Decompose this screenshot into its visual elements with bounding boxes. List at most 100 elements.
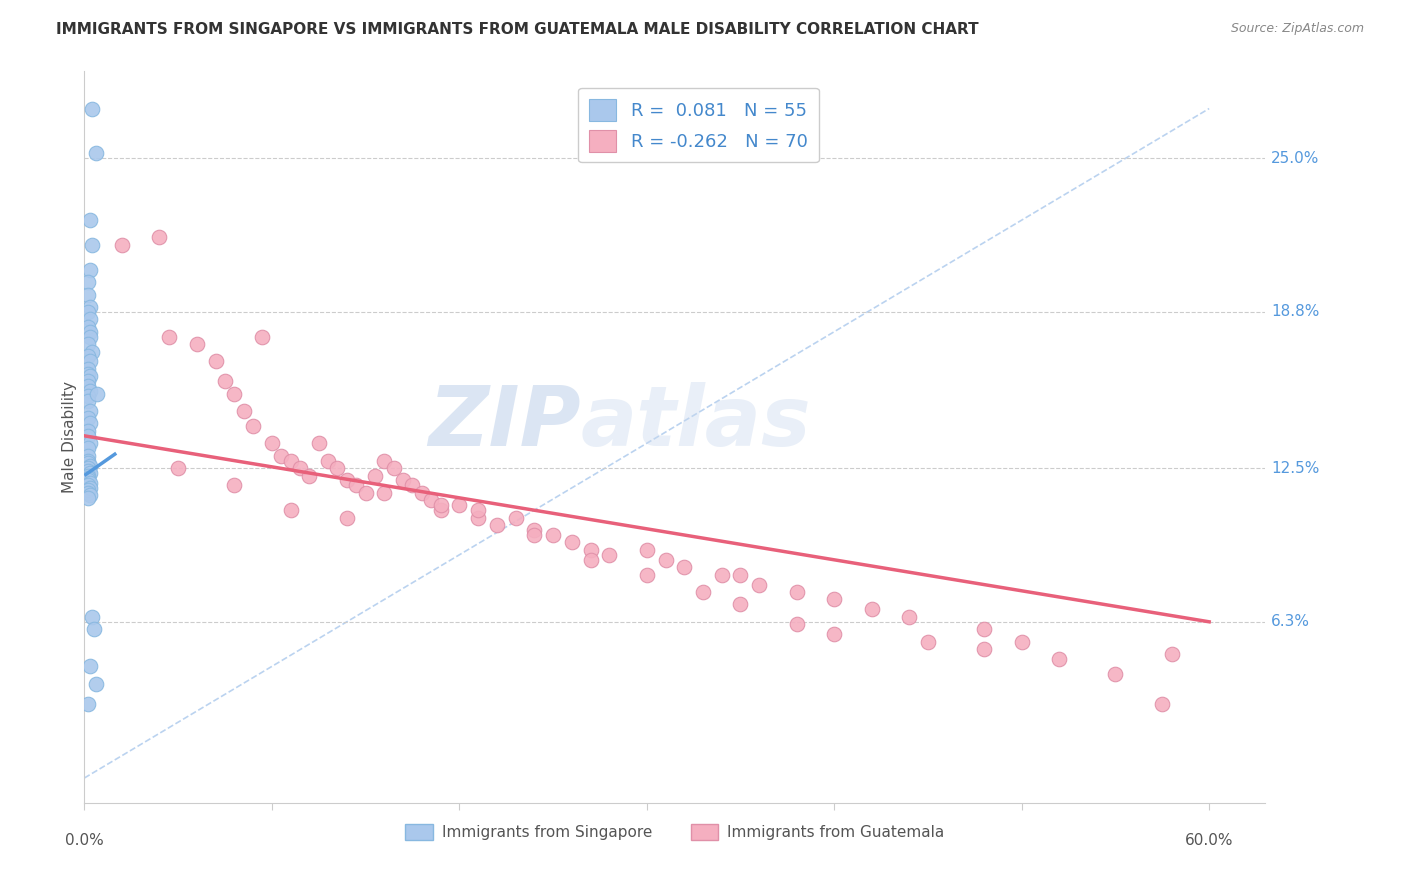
Point <box>730 567 752 582</box>
Point <box>1011 634 1033 648</box>
Point <box>77 287 100 301</box>
Point <box>77 471 100 485</box>
Point <box>79 458 101 473</box>
Point <box>80 238 103 252</box>
Point <box>111 238 134 252</box>
Y-axis label: Male Disability: Male Disability <box>62 381 77 493</box>
Point <box>77 319 100 334</box>
Point <box>77 453 100 467</box>
Point <box>79 384 101 399</box>
Point <box>77 461 100 475</box>
Point <box>79 325 101 339</box>
Point <box>77 337 100 351</box>
Point <box>449 498 471 512</box>
Point <box>1160 647 1182 661</box>
Point <box>298 468 321 483</box>
Point <box>79 436 101 450</box>
Point <box>204 354 226 368</box>
Point <box>467 510 489 524</box>
Point <box>692 585 714 599</box>
Text: 6.3%: 6.3% <box>1271 615 1310 629</box>
Point <box>429 503 451 517</box>
Point <box>401 478 423 492</box>
Point <box>77 449 100 463</box>
Point <box>270 449 292 463</box>
Point <box>280 503 302 517</box>
Text: 0.0%: 0.0% <box>65 832 104 847</box>
Point <box>505 510 527 524</box>
Point <box>336 510 359 524</box>
Point <box>786 617 808 632</box>
Point <box>373 486 395 500</box>
Point <box>420 493 443 508</box>
Point <box>467 503 489 517</box>
Point <box>373 453 395 467</box>
Point <box>80 610 103 624</box>
Point <box>79 466 101 480</box>
Point <box>77 456 100 470</box>
Point <box>77 374 100 388</box>
Text: 18.8%: 18.8% <box>1271 304 1319 319</box>
Point <box>77 429 100 443</box>
Point <box>79 213 101 227</box>
Point <box>77 389 100 403</box>
Point <box>79 262 101 277</box>
Point <box>710 567 733 582</box>
Point <box>364 468 387 483</box>
Point <box>579 542 602 557</box>
Point <box>77 379 100 393</box>
Point <box>673 560 696 574</box>
Point <box>79 659 101 673</box>
Point <box>80 344 103 359</box>
Point <box>77 424 100 438</box>
Point <box>79 369 101 384</box>
Point <box>77 474 100 488</box>
Text: IMMIGRANTS FROM SINGAPORE VS IMMIGRANTS FROM GUATEMALA MALE DISABILITY CORRELATI: IMMIGRANTS FROM SINGAPORE VS IMMIGRANTS … <box>56 22 979 37</box>
Point <box>86 386 108 401</box>
Point <box>79 475 101 490</box>
Point <box>77 394 100 409</box>
Text: Source: ZipAtlas.com: Source: ZipAtlas.com <box>1230 22 1364 36</box>
Point <box>77 442 100 456</box>
Point <box>485 518 508 533</box>
Point <box>636 542 658 557</box>
Point <box>344 478 367 492</box>
Point <box>523 523 546 537</box>
Point <box>79 300 101 314</box>
Point <box>860 602 883 616</box>
Point <box>823 592 845 607</box>
Text: 25.0%: 25.0% <box>1271 151 1319 166</box>
Point <box>654 553 676 567</box>
Point <box>77 350 100 364</box>
Text: atlas: atlas <box>581 382 811 463</box>
Point <box>79 481 101 495</box>
Point <box>79 417 101 431</box>
Point <box>77 486 100 500</box>
Point <box>84 146 107 161</box>
Point <box>411 486 433 500</box>
Point <box>77 478 100 492</box>
Point <box>1152 697 1174 711</box>
Point <box>77 697 100 711</box>
Point <box>77 362 100 376</box>
Point <box>1047 652 1070 666</box>
Point <box>77 468 100 483</box>
Point <box>79 354 101 368</box>
Point <box>80 102 103 116</box>
Point <box>326 461 349 475</box>
Point <box>823 627 845 641</box>
Legend: Immigrants from Singapore, Immigrants from Guatemala: Immigrants from Singapore, Immigrants fr… <box>399 818 950 847</box>
Point <box>157 329 180 343</box>
Point <box>973 622 995 636</box>
Point <box>186 337 208 351</box>
Point <box>917 634 939 648</box>
Point <box>77 411 100 425</box>
Point <box>77 464 100 478</box>
Point <box>83 622 105 636</box>
Point <box>786 585 808 599</box>
Point <box>429 498 451 512</box>
Point <box>214 374 236 388</box>
Point <box>898 610 921 624</box>
Point <box>561 535 583 549</box>
Point <box>288 461 311 475</box>
